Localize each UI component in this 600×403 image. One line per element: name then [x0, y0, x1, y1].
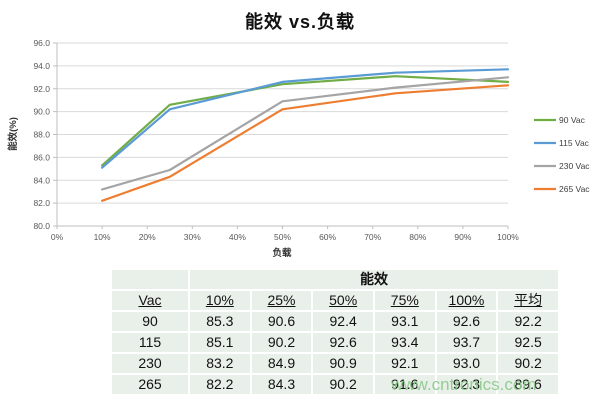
x-tick-label: 100%	[497, 232, 519, 242]
y-tick-label: 92.0	[33, 84, 50, 94]
table-row: 230 83.2 84.9 90.9 92.1 93.0 90.2	[112, 354, 558, 373]
table-title-row: 能效	[112, 270, 558, 289]
table-header-row: Vac 10% 25% 50% 75% 100% 平均	[112, 291, 558, 310]
y-tick-label: 88.0	[33, 130, 50, 140]
x-tick-label: 50%	[274, 232, 291, 242]
x-axis-label: 负载	[272, 247, 292, 259]
watermark: www.cntronics.com	[391, 375, 537, 394]
y-tick-label: 84.0	[33, 175, 50, 185]
value-cell: 93.0	[436, 354, 497, 373]
row-header-cell: 90	[112, 312, 188, 331]
series-line-265-vac	[100, 84, 510, 202]
value-cell: 92.6	[313, 333, 373, 352]
value-cell: 90.6	[251, 312, 312, 331]
value-cell: 91.6	[374, 375, 435, 394]
x-tick-label: 20%	[139, 232, 156, 242]
efficiency-table: 能效 Vac 10% 25% 50% 75% 100% 平均 90 85.3 90.6 92.4 9…	[110, 268, 560, 396]
row-header-cell: 115	[112, 333, 188, 352]
legend-label: 115 Vac	[559, 138, 590, 148]
column-header-5: 100%	[436, 291, 497, 310]
x-tick-label: 0%	[51, 232, 64, 242]
value-cell: 92.2	[498, 312, 558, 331]
y-tick-label: 86.0	[33, 152, 50, 162]
value-cell: 90.2	[313, 375, 373, 394]
series-lines	[100, 68, 510, 202]
value-cell: 89.6	[498, 375, 558, 394]
x-tick-label: 10%	[94, 232, 111, 242]
y-tick-label: 96.0	[33, 38, 50, 48]
y-axis-label: 能效(%)	[7, 117, 19, 151]
value-cell: 85.3	[190, 312, 250, 331]
x-tick-label: 80%	[409, 232, 426, 242]
y-axis-tick-labels: 80.0 82.0 84.0 86.0 88.0 90.0 92.0 94.0 96.0	[33, 38, 50, 231]
column-header-3: 50%	[313, 291, 373, 310]
value-cell: 92.5	[498, 333, 558, 352]
column-header-2: 25%	[251, 291, 312, 310]
column-header-4: 75%	[374, 291, 435, 310]
table-row: 265 82.2 84.3 90.2 91.6 92.3 89.6	[112, 375, 558, 394]
series-line-90-vac	[100, 75, 510, 167]
value-cell: 92.4	[313, 312, 373, 331]
y-tick-label: 90.0	[33, 107, 50, 117]
column-header-6: 平均	[498, 291, 558, 310]
value-cell: 82.2	[190, 375, 250, 394]
table-title: 能效	[190, 270, 558, 289]
x-tick-label: 70%	[364, 232, 381, 242]
column-header-1: 10%	[190, 291, 250, 310]
x-tick-label: 60%	[319, 232, 336, 242]
x-tick-label: 90%	[454, 232, 471, 242]
value-cell: 90.2	[498, 354, 558, 373]
x-tick-label: 30%	[184, 232, 201, 242]
value-cell: 84.9	[251, 354, 312, 373]
chart-title: 能效 vs.负载	[244, 12, 356, 32]
legend-label: 265 Vac	[559, 184, 590, 194]
y-tick-label: 82.0	[33, 198, 50, 208]
value-cell: 83.2	[190, 354, 250, 373]
axes	[53, 42, 509, 229]
value-cell: 92.3	[436, 375, 497, 394]
value-cell: 93.1	[374, 312, 435, 331]
table-row: 90 85.3 90.6 92.4 93.1 92.6 92.2	[112, 312, 558, 331]
value-cell: 84.3	[251, 375, 312, 394]
row-header-cell: 230	[112, 354, 188, 373]
value-cell: 90.2	[251, 333, 312, 352]
x-axis-tick-labels: 0% 10% 20% 30% 40% 50% 60% 70% 80% 90% 100%	[51, 232, 519, 242]
table-corner-cell	[112, 270, 188, 289]
value-cell: 92.6	[436, 312, 497, 331]
chart-legend: 90 Vac 115 Vac 230 Vac 265 Vac	[534, 115, 590, 194]
table-row: 115 85.1 90.2 92.6 93.4 93.7 92.5	[112, 333, 558, 352]
legend-label: 90 Vac	[559, 115, 586, 125]
column-header-0: Vac	[112, 291, 188, 310]
value-cell: 85.1	[190, 333, 250, 352]
row-header-cell: 265	[112, 375, 188, 394]
series-line-230-vac	[100, 76, 510, 191]
legend-label: 230 Vac	[559, 161, 590, 171]
x-tick-label: 40%	[229, 232, 246, 242]
y-tick-label: 94.0	[33, 61, 50, 71]
value-cell: 93.4	[374, 333, 435, 352]
y-tick-label: 80.0	[33, 221, 50, 231]
efficiency-vs-load-chart: 80.0 82.0 84.0 86.0 88.0 90.0 92.0 94.0 96.0 0% 1…	[7, 38, 590, 259]
value-cell: 93.7	[436, 333, 497, 352]
value-cell: 92.1	[374, 354, 435, 373]
series-line-115-vac	[100, 68, 510, 169]
value-cell: 90.9	[313, 354, 373, 373]
